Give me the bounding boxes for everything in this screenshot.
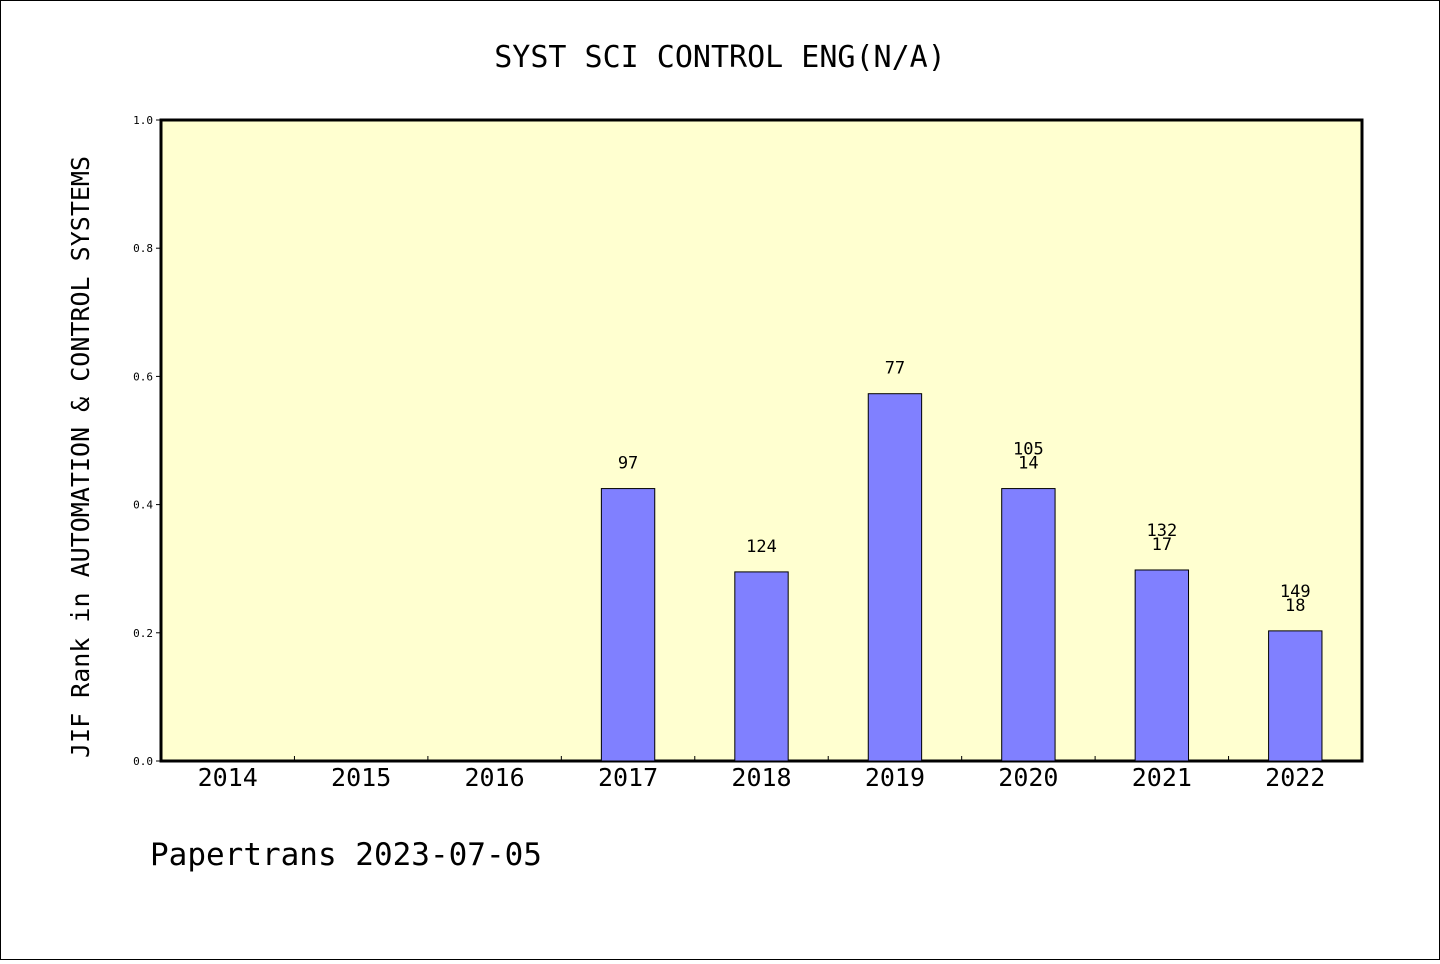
y-tick-label: 0.2 <box>133 627 153 640</box>
x-tick-label: 2015 <box>331 763 391 792</box>
bar-label: 149 <box>1280 582 1311 602</box>
x-tick-label: 2014 <box>198 763 258 792</box>
bar-2018 <box>734 571 789 762</box>
bars <box>600 393 1323 762</box>
bar-label: 105 <box>1013 440 1044 460</box>
y-tick-label: 1.0 <box>133 114 153 127</box>
bar-label: 77 <box>885 359 905 379</box>
x-tick-label: 2020 <box>998 763 1058 792</box>
y-axis-label: JIF Rank in AUTOMATION & CONTROL SYSTEMS <box>66 156 95 758</box>
footer-credit: Papertrans 2023-07-05 <box>150 837 542 873</box>
x-tick-label: 2018 <box>731 763 791 792</box>
x-tick-label: 2019 <box>865 763 925 792</box>
x-tick-label: 2017 <box>598 763 658 792</box>
y-tick-label: 0.6 <box>133 370 153 383</box>
y-axis-ticks: 0.0 0.2 0.4 0.6 0.8 1.0 <box>133 114 161 768</box>
bar-label: 132 <box>1146 521 1177 541</box>
bar-label: 17 <box>1152 535 1172 555</box>
x-tick-label: 2016 <box>465 763 525 792</box>
bar-2021 <box>1134 569 1190 762</box>
x-axis-ticks: 2014 2015 2016 2017 2018 2019 2020 2021 2022 <box>198 756 1325 792</box>
bar-label: 14 <box>1018 454 1038 474</box>
y-tick-label: 0.8 <box>133 242 153 255</box>
bar-label: 124 <box>746 537 777 557</box>
bar-2019 <box>867 393 923 762</box>
bar-2022 <box>1268 630 1323 762</box>
x-tick-label: 2022 <box>1265 763 1325 792</box>
chart-title: SYST SCI CONTROL ENG(N/A) <box>494 40 946 75</box>
y-tick-label: 0.4 <box>133 499 153 512</box>
x-tick-label: 2021 <box>1132 763 1192 792</box>
bar-label: 18 <box>1285 596 1305 616</box>
bar-2017 <box>600 488 656 762</box>
y-tick-label: 0.0 <box>133 755 153 768</box>
bar-2020 <box>1001 488 1056 762</box>
bar-label: 97 <box>618 454 638 474</box>
